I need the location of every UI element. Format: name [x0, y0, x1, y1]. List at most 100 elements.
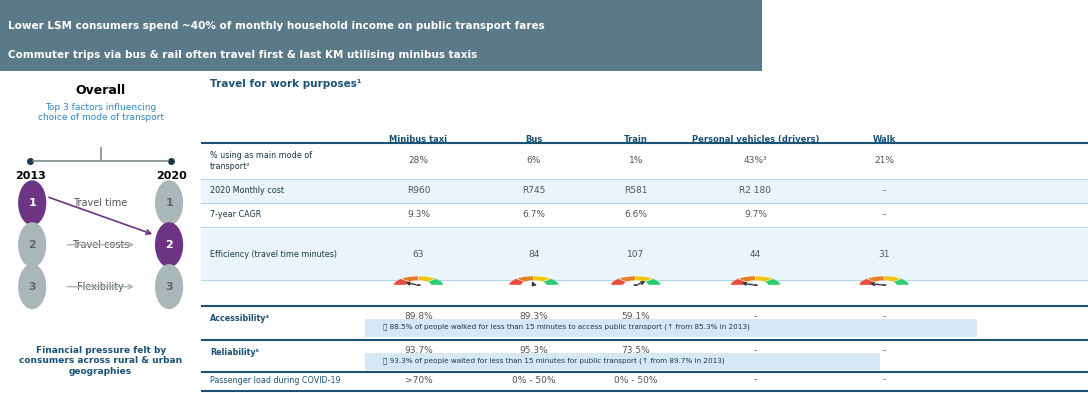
Text: 2020 Monthly cost: 2020 Monthly cost: [210, 186, 284, 195]
Wedge shape: [401, 276, 419, 282]
Text: 2020: 2020: [156, 171, 186, 181]
Text: 89.3%: 89.3%: [519, 312, 548, 321]
Wedge shape: [866, 276, 885, 282]
FancyBboxPatch shape: [201, 179, 1088, 203]
Text: 6.6%: 6.6%: [625, 210, 647, 219]
Text: Bus: Bus: [526, 135, 543, 144]
Text: 1%: 1%: [629, 156, 643, 165]
Circle shape: [531, 284, 536, 286]
Circle shape: [18, 180, 47, 226]
Text: Financial pressure felt by
consumers across rural & urban
geographies: Financial pressure felt by consumers acr…: [20, 346, 182, 376]
Text: 43%³: 43%³: [744, 156, 767, 165]
Text: ⓘ 93.3% of people waited for less than 15 minutes for public transport (↑ from 8: ⓘ 93.3% of people waited for less than 1…: [383, 357, 725, 364]
Text: 44: 44: [750, 250, 762, 259]
Wedge shape: [738, 276, 755, 282]
Text: R581: R581: [625, 186, 647, 195]
Text: Travel for work purposes¹: Travel for work purposes¹: [210, 79, 361, 89]
Text: Minibus taxi: Minibus taxi: [390, 135, 447, 144]
Text: Overall: Overall: [75, 84, 126, 97]
Wedge shape: [394, 279, 410, 285]
Text: Commuter trips via bus & rail often travel first & last KM utilising minibus tax: Commuter trips via bus & rail often trav…: [8, 50, 477, 59]
Text: Train: Train: [623, 135, 647, 144]
Circle shape: [154, 180, 183, 226]
Text: 2013: 2013: [15, 171, 46, 181]
FancyBboxPatch shape: [366, 319, 977, 336]
Wedge shape: [635, 276, 653, 282]
Wedge shape: [509, 279, 526, 285]
Text: Walk: Walk: [873, 135, 895, 144]
Text: 3: 3: [28, 282, 36, 292]
Circle shape: [154, 222, 183, 267]
Wedge shape: [618, 276, 635, 282]
Text: -: -: [882, 186, 886, 195]
Wedge shape: [860, 279, 875, 285]
Wedge shape: [731, 279, 746, 285]
FancyBboxPatch shape: [201, 229, 1088, 280]
Wedge shape: [534, 276, 552, 282]
Text: 59.1%: 59.1%: [621, 312, 651, 321]
Text: -: -: [754, 376, 757, 385]
Text: R960: R960: [407, 186, 430, 195]
Text: 84: 84: [528, 250, 540, 259]
Wedge shape: [428, 279, 443, 285]
Wedge shape: [611, 279, 627, 285]
Circle shape: [154, 264, 183, 309]
Text: 107: 107: [627, 250, 644, 259]
Wedge shape: [893, 279, 908, 285]
Text: >70%: >70%: [405, 376, 432, 385]
Text: 2: 2: [165, 240, 173, 250]
Text: R2 180: R2 180: [740, 186, 771, 195]
Circle shape: [753, 284, 758, 286]
Text: Accessibility⁴: Accessibility⁴: [210, 314, 270, 323]
Wedge shape: [516, 276, 534, 282]
Text: Travel time: Travel time: [74, 198, 127, 208]
Text: -: -: [882, 210, 886, 219]
Text: 6.7%: 6.7%: [522, 210, 545, 219]
Text: 21%: 21%: [874, 156, 894, 165]
FancyBboxPatch shape: [366, 353, 879, 371]
Wedge shape: [419, 276, 436, 282]
Text: -: -: [882, 346, 886, 355]
Text: 89.8%: 89.8%: [404, 312, 433, 321]
Text: Travel costs: Travel costs: [72, 240, 129, 250]
Text: 1: 1: [28, 198, 36, 208]
Text: -: -: [882, 312, 886, 321]
Text: -: -: [882, 376, 886, 385]
Wedge shape: [543, 279, 558, 285]
Text: Top 3 factors influencing
choice of mode of transport: Top 3 factors influencing choice of mode…: [38, 103, 163, 122]
Circle shape: [881, 284, 887, 286]
Text: 31: 31: [878, 250, 890, 259]
Circle shape: [18, 222, 47, 267]
Text: ⓘ 88.5% of people walked for less than 15 minutes to access public transport (↑ : ⓘ 88.5% of people walked for less than 1…: [383, 323, 750, 330]
Text: Reliability⁵: Reliability⁵: [210, 348, 259, 357]
Text: 7-year CAGR: 7-year CAGR: [210, 210, 261, 219]
Text: 9.7%: 9.7%: [744, 210, 767, 219]
Wedge shape: [755, 276, 774, 282]
FancyBboxPatch shape: [0, 0, 762, 71]
Text: 3: 3: [165, 282, 173, 292]
Text: 63: 63: [412, 250, 424, 259]
Text: 73.5%: 73.5%: [621, 346, 651, 355]
Circle shape: [18, 264, 47, 309]
Text: -: -: [754, 312, 757, 321]
Circle shape: [416, 284, 421, 286]
Text: 9.3%: 9.3%: [407, 210, 430, 219]
Text: Lower LSM consumers spend ~40% of monthly household income on public transport f: Lower LSM consumers spend ~40% of monthl…: [8, 21, 544, 31]
Text: R745: R745: [522, 186, 545, 195]
Text: 93.7%: 93.7%: [404, 346, 433, 355]
Text: Passenger load during COVID-19: Passenger load during COVID-19: [210, 376, 341, 385]
Wedge shape: [885, 276, 902, 282]
Text: Flexibility: Flexibility: [77, 282, 124, 292]
Text: 6%: 6%: [527, 156, 541, 165]
Text: 0% - 50%: 0% - 50%: [614, 376, 657, 385]
Circle shape: [633, 284, 639, 286]
Text: -: -: [754, 346, 757, 355]
Wedge shape: [644, 279, 660, 285]
Wedge shape: [764, 279, 780, 285]
Text: 28%: 28%: [408, 156, 429, 165]
Text: Efficiency (travel time minutes): Efficiency (travel time minutes): [210, 250, 337, 259]
Text: 0% - 50%: 0% - 50%: [512, 376, 556, 385]
Text: % using as main mode of
transport²: % using as main mode of transport²: [210, 151, 312, 171]
Text: 2: 2: [28, 240, 36, 250]
Text: 1: 1: [165, 198, 173, 208]
